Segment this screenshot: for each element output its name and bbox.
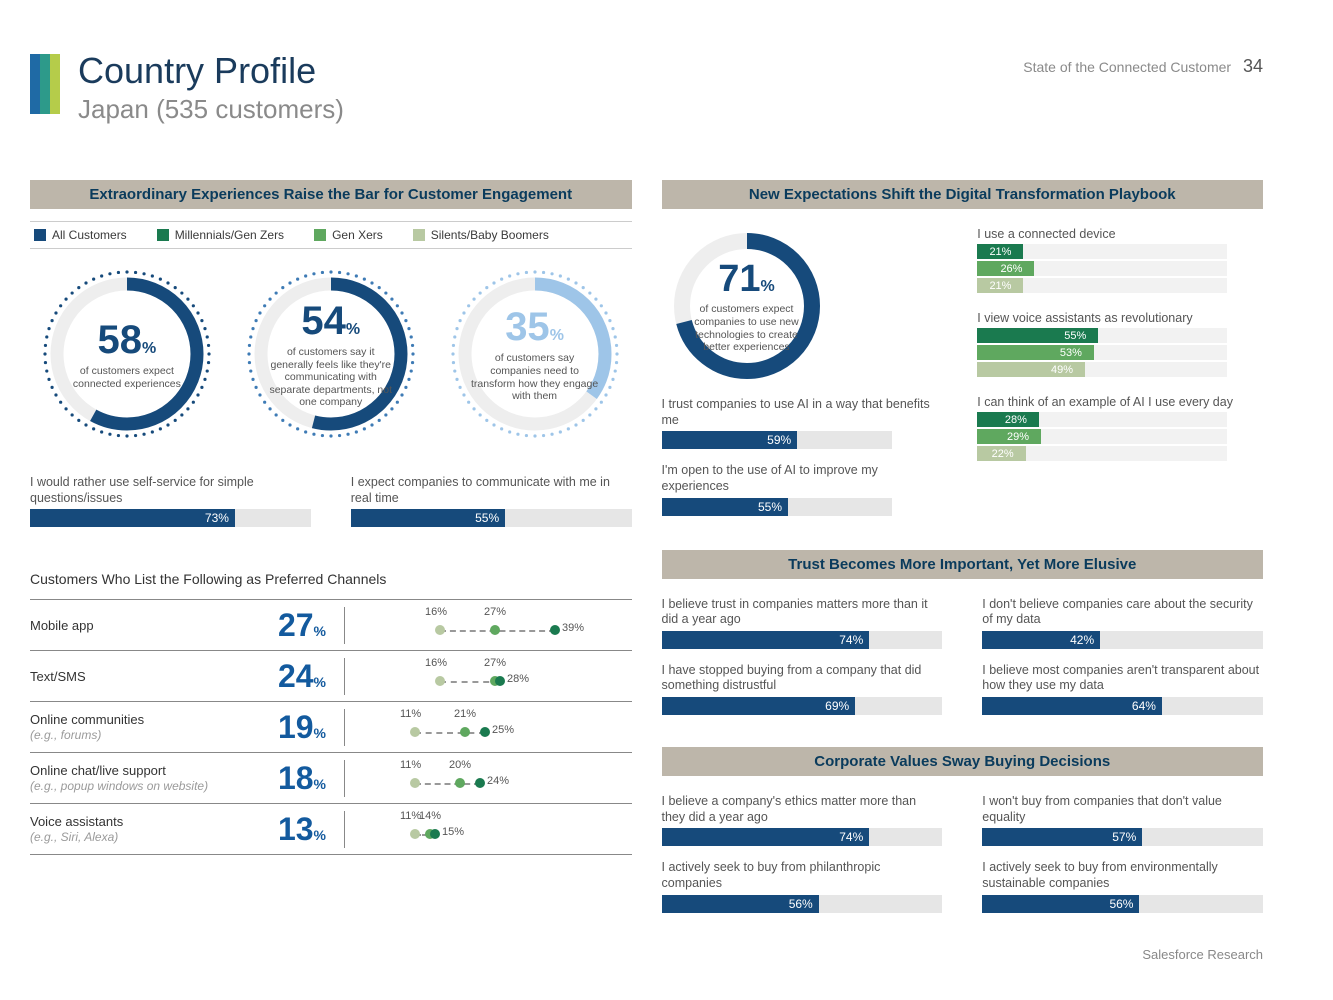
stat-block: I would rather use self-service for simp… [30, 475, 311, 527]
title-block: Country Profile Japan (535 customers) [78, 50, 344, 125]
section-bar: New Expectations Shift the Digital Trans… [662, 180, 1264, 209]
legend-item: All Customers [34, 228, 127, 242]
channel-row: Voice assistants(e.g., Siri, Alexa) 13% … [30, 804, 632, 855]
legend-item: Silents/Baby Boomers [413, 228, 549, 242]
values-left: I believe a company's ethics matter more… [662, 788, 943, 927]
channel-row: Text/SMS 24% 16% 27% 28% [30, 651, 632, 702]
stat-block: I have stopped buying from a company tha… [662, 663, 943, 715]
multi-bars: I use a connected device 21% 26% 21%I vi… [977, 227, 1263, 473]
stat-block: I believe a company's ethics matter more… [662, 794, 943, 846]
stat-block: I expect companies to communicate with m… [351, 475, 632, 527]
stat-block: I'm open to the use of AI to improve my … [662, 463, 948, 515]
donut-71: 71%of customers expect companies to use … [662, 221, 832, 391]
channel-row: Online chat/live support(e.g., popup win… [30, 753, 632, 804]
left-column: Extraordinary Experiences Raise the Bar … [30, 180, 632, 927]
page-header: Country Profile Japan (535 customers) St… [30, 50, 1263, 125]
ai-bars: I trust companies to use AI in a way tha… [662, 397, 948, 516]
stat-block: I actively seek to buy from philanthropi… [662, 860, 943, 912]
values-right: I won't buy from companies that don't va… [982, 788, 1263, 927]
channel-row: Online communities(e.g., forums) 19% 11%… [30, 702, 632, 753]
channels-section: Customers Who List the Following as Pref… [30, 571, 632, 855]
page-subtitle: Japan (535 customers) [78, 94, 344, 125]
legend-item: Millennials/Gen Zers [157, 228, 284, 242]
brand-stripes [30, 54, 60, 114]
section-bar: Corporate Values Sway Buying Decisions [662, 747, 1264, 776]
section-bar: Extraordinary Experiences Raise the Bar … [30, 180, 632, 209]
donut-chart: 35%of customers say companies need to tr… [445, 264, 625, 444]
report-name: State of the Connected Customer [1023, 59, 1231, 75]
channels-title: Customers Who List the Following as Pref… [30, 571, 632, 587]
trust-left: I believe trust in companies matters mor… [662, 591, 943, 730]
page-number: 34 [1243, 56, 1263, 76]
page-meta: State of the Connected Customer 34 [1023, 56, 1263, 77]
legend-item: Gen Xers [314, 228, 383, 242]
stat-block: I actively seek to buy from environmenta… [982, 860, 1263, 912]
legend: All Customers Millennials/Gen Zers Gen Xer… [30, 221, 632, 249]
two-bars: I would rather use self-service for simp… [30, 469, 632, 541]
right-column: New Expectations Shift the Digital Trans… [662, 180, 1264, 927]
section-bar: Trust Becomes More Important, Yet More E… [662, 550, 1264, 579]
page-title: Country Profile [78, 50, 344, 92]
donut-row: 58%of customers expect connected experie… [30, 264, 632, 444]
stat-block: I believe most companies aren't transpar… [982, 663, 1263, 715]
donut-chart: 58%of customers expect connected experie… [37, 264, 217, 444]
stat-block: I don't believe companies care about the… [982, 597, 1263, 649]
footer-brand: Salesforce Research [30, 947, 1263, 962]
donut-chart: 54%of customers say it generally feels l… [241, 264, 421, 444]
stat-block: I trust companies to use AI in a way tha… [662, 397, 948, 449]
stat-block: I won't buy from companies that don't va… [982, 794, 1263, 846]
stat-block: I believe trust in companies matters mor… [662, 597, 943, 649]
trust-right: I don't believe companies care about the… [982, 591, 1263, 730]
channel-row: Mobile app 27% 16% 27% 39% [30, 599, 632, 651]
